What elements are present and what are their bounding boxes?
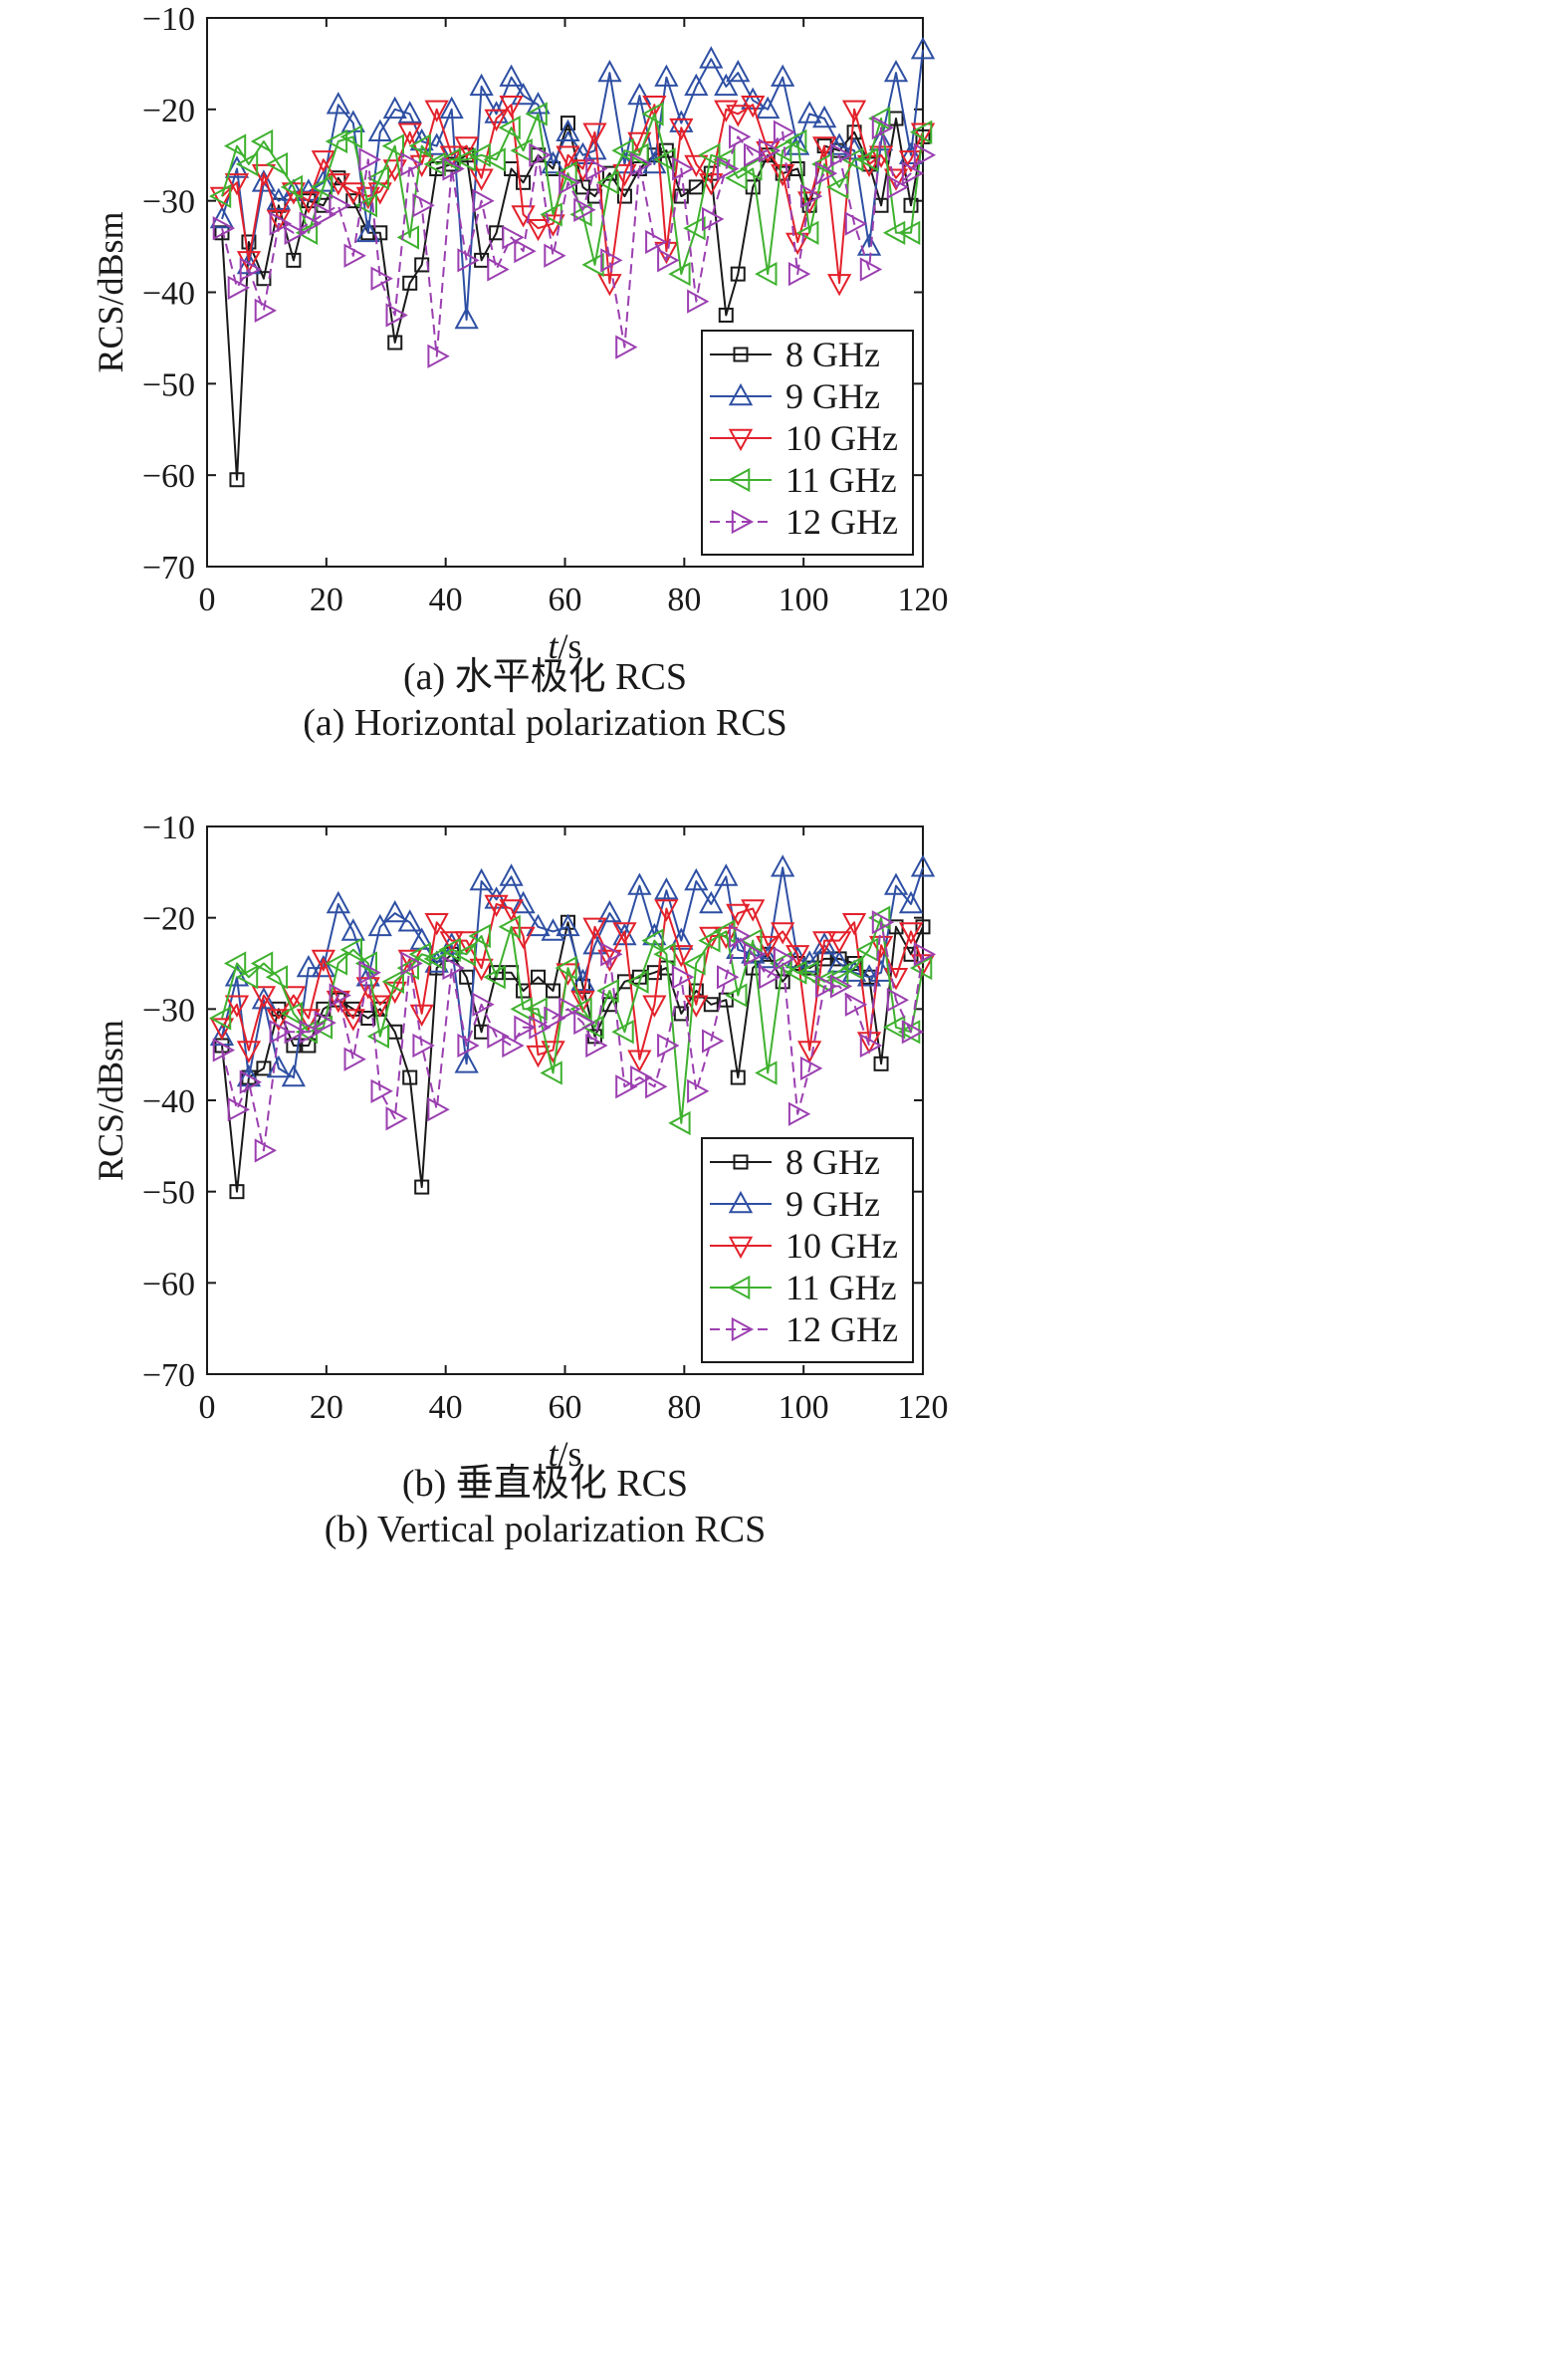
- legend-label: 11 GHz: [785, 460, 897, 500]
- data-point-marker: [528, 220, 549, 239]
- data-point-marker: [799, 103, 820, 121]
- caption-english: (a) Horizontal polarization RCS: [303, 702, 787, 744]
- data-point-marker: [384, 99, 405, 118]
- data-point-marker: [656, 879, 677, 898]
- legend-label: 9 GHz: [785, 376, 880, 416]
- data-point-marker: [616, 337, 635, 357]
- data-point-marker: [501, 865, 522, 884]
- data-point-marker: [488, 259, 507, 280]
- data-point-marker: [846, 213, 865, 234]
- legend-label: 10 GHz: [785, 1226, 898, 1266]
- y-tick-label: −50: [142, 1175, 195, 1212]
- y-tick-label: −40: [142, 1083, 195, 1120]
- y-axis-label: RCS/dBsm: [91, 211, 130, 372]
- caption-english: (b) Vertical polarization RCS: [325, 1509, 767, 1550]
- x-tick-label: 60: [549, 1389, 582, 1426]
- data-point-marker: [828, 176, 847, 197]
- x-tick-label: 40: [429, 1389, 463, 1426]
- legend-label: 12 GHz: [785, 1309, 898, 1349]
- legend-label: 11 GHz: [785, 1268, 897, 1307]
- x-tick-label: 40: [429, 582, 463, 618]
- x-tick-label: 20: [310, 582, 343, 618]
- y-tick-label: −10: [142, 1, 195, 38]
- legend-label: 8 GHz: [785, 335, 880, 374]
- y-tick-label: −40: [142, 276, 195, 313]
- x-tick-label: 60: [549, 582, 582, 618]
- legend-label: 9 GHz: [785, 1184, 880, 1224]
- figure: −10−20−30−40−50−60−700 20 40 60 80 100 120RCS/…: [0, 0, 1568, 2353]
- data-point-marker: [501, 67, 522, 86]
- data-point-marker: [773, 67, 793, 86]
- y-tick-label: −70: [142, 550, 195, 587]
- y-tick-label: −30: [142, 992, 195, 1029]
- data-point-marker: [686, 997, 707, 1016]
- data-point-marker: [239, 1042, 260, 1060]
- legend: 8 GHz9 GHz10 GHz11 GHz12 GHz: [702, 331, 913, 555]
- caption-chinese: (b) 垂直极化 RCS: [402, 1463, 688, 1505]
- y-tick-label: −30: [142, 184, 195, 221]
- data-point-marker: [686, 870, 707, 889]
- data-point-marker: [730, 126, 749, 147]
- x-tick-label: 120: [898, 1389, 949, 1426]
- y-tick-label: −10: [142, 810, 195, 846]
- data-point-marker: [728, 62, 749, 81]
- data-point-marker: [801, 1059, 820, 1079]
- data-point-marker: [473, 190, 492, 211]
- x-tick-label: 0: [199, 1389, 216, 1426]
- x-tick-label: 0: [199, 582, 216, 618]
- data-point-marker: [701, 48, 722, 67]
- legend-label: 12 GHz: [785, 502, 898, 542]
- y-tick-label: −20: [142, 901, 195, 938]
- x-tick-label: 80: [667, 1389, 701, 1426]
- data-point-marker: [613, 1022, 632, 1043]
- data-point-marker: [345, 245, 364, 266]
- x-tick-label: 100: [779, 1389, 829, 1426]
- data-point-marker: [328, 893, 348, 912]
- data-point-marker: [328, 94, 348, 113]
- caption-chinese: (a) 水平极化 RCS: [403, 656, 687, 698]
- data-point-marker: [629, 875, 650, 894]
- data-point-marker: [372, 1080, 391, 1101]
- data-point-marker: [229, 278, 248, 299]
- chart-panel-b: −10 −20 −30 −40 −50 −60 −700 20 40 60 80 100 120 RCS/…: [91, 810, 949, 1550]
- y-axis-label: RCS/dBsm: [91, 1020, 130, 1181]
- legend-label: 8 GHz: [785, 1142, 880, 1182]
- data-point-marker: [727, 167, 746, 188]
- data-point-marker: [789, 1103, 808, 1124]
- chart-panel-a: −10 −20 −30 −40 −50 −60 −700 20 40 60 80 100 120 RCS/…: [91, 1, 949, 744]
- y-tick-label: −50: [142, 366, 195, 403]
- legend-label: 10 GHz: [785, 418, 898, 458]
- y-tick-label: −60: [142, 458, 195, 495]
- data-point-marker: [515, 241, 534, 262]
- x-tick-label: 20: [310, 1389, 343, 1426]
- y-tick-label: −70: [142, 1357, 195, 1394]
- x-tick-label: 80: [667, 582, 701, 618]
- legend: 8 GHz9 GHz10 GHz11 GHz12 GHz: [702, 1138, 913, 1362]
- x-tick-label: 100: [779, 582, 829, 618]
- data-point-marker: [688, 291, 707, 312]
- y-tick-label: −20: [142, 93, 195, 129]
- x-tick-label: 120: [898, 582, 949, 618]
- y-tick-label: −60: [142, 1266, 195, 1302]
- data-point-marker: [369, 916, 390, 935]
- data-point-marker: [501, 118, 520, 138]
